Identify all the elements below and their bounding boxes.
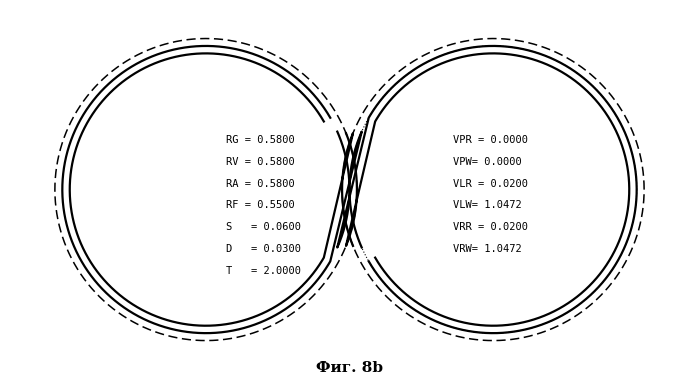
Text: S   = 0.0600: S = 0.0600 [226, 222, 301, 232]
Text: Фиг. 8b: Фиг. 8b [316, 361, 383, 375]
Text: VPR = 0.0000: VPR = 0.0000 [454, 135, 528, 145]
Text: RA = 0.5800: RA = 0.5800 [226, 179, 294, 189]
Text: T   = 2.0000: T = 2.0000 [226, 266, 301, 276]
Text: RG = 0.5800: RG = 0.5800 [226, 135, 294, 145]
Text: VLW= 1.0472: VLW= 1.0472 [454, 200, 522, 210]
Text: VLR = 0.0200: VLR = 0.0200 [454, 179, 528, 189]
Text: D   = 0.0300: D = 0.0300 [226, 244, 301, 254]
Text: RV = 0.5800: RV = 0.5800 [226, 157, 294, 167]
Text: VRW= 1.0472: VRW= 1.0472 [454, 244, 522, 254]
Text: VPW= 0.0000: VPW= 0.0000 [454, 157, 522, 167]
Text: RF = 0.5500: RF = 0.5500 [226, 200, 294, 210]
Text: VRR = 0.0200: VRR = 0.0200 [454, 222, 528, 232]
